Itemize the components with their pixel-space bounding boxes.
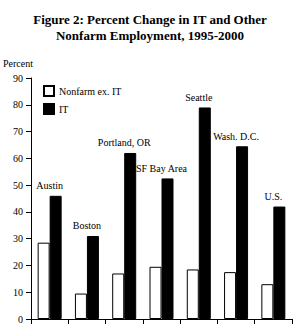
svg-text:40: 40 [13, 206, 23, 217]
svg-text:Percent: Percent [3, 58, 33, 69]
svg-text:10: 10 [13, 287, 23, 298]
svg-text:Portland, OR: Portland, OR [98, 137, 151, 148]
svg-text:SF Bay Area: SF Bay Area [136, 163, 188, 174]
svg-text:Austin: Austin [36, 180, 63, 191]
svg-text:80: 80 [13, 99, 23, 110]
svg-text:U.S.: U.S. [264, 191, 282, 202]
svg-text:70: 70 [13, 126, 23, 137]
svg-text:30: 30 [13, 233, 23, 244]
svg-text:IT: IT [59, 104, 68, 115]
svg-text:Figure 2: Percent Change in IT: Figure 2: Percent Change in IT and Other [33, 12, 267, 27]
svg-text:Seattle: Seattle [185, 92, 213, 103]
svg-text:50: 50 [13, 180, 23, 191]
svg-text:0: 0 [18, 314, 23, 325]
svg-text:Wash. D.C.: Wash. D.C. [213, 131, 259, 142]
svg-text:Boston: Boston [73, 220, 101, 231]
svg-text:60: 60 [13, 153, 23, 164]
svg-text:Nonfarm Employment, 1995-2000: Nonfarm Employment, 1995-2000 [56, 28, 244, 43]
svg-text:Nonfarm ex. IT: Nonfarm ex. IT [59, 86, 121, 97]
svg-text:20: 20 [13, 260, 23, 271]
svg-text:90: 90 [13, 73, 23, 84]
